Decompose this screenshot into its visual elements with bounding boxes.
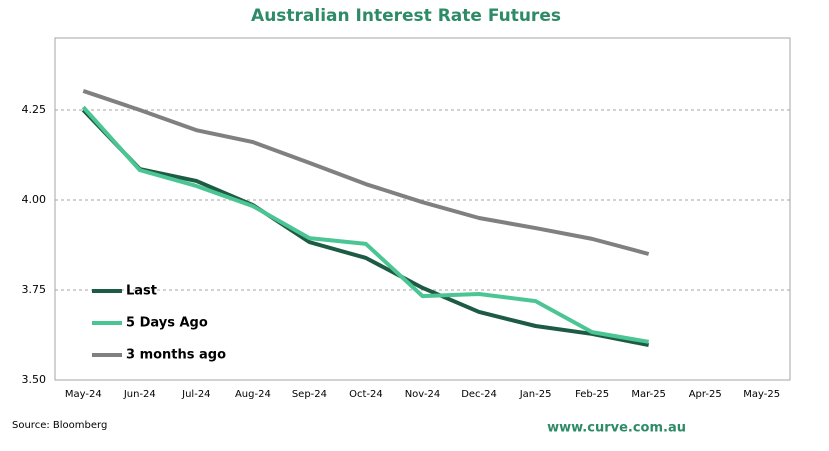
x-tick-label: Mar-25 [631, 389, 666, 400]
legend-label: 5 Days Ago [126, 316, 208, 331]
x-tick-label: Aug-24 [235, 389, 271, 400]
legend-label: Last [126, 284, 157, 299]
x-tick-label: Oct-24 [349, 389, 383, 400]
series-line [81, 108, 650, 348]
x-tick-label: Apr-25 [689, 389, 722, 400]
x-tick-label: Nov-24 [405, 389, 441, 400]
plot-area [54, 37, 791, 381]
x-tick-label: May-24 [65, 389, 102, 400]
series-line [82, 89, 650, 256]
legend-label: 3 months ago [126, 348, 226, 363]
chart-title: Australian Interest Rate Futures [251, 6, 561, 26]
y-tick-label: 3.50 [22, 373, 47, 386]
x-tick-label: Jul-24 [181, 389, 210, 400]
x-tick-label: Sep-24 [292, 389, 327, 400]
x-tick-label: May-25 [743, 389, 780, 400]
x-tick-label: Feb-25 [575, 389, 609, 400]
website: www.curve.com.au [547, 421, 686, 436]
x-tick-label: Dec-24 [461, 389, 497, 400]
y-tick-label: 3.75 [22, 283, 47, 296]
x-tick-label: Jan-25 [519, 389, 552, 400]
y-tick-label: 4.00 [22, 193, 47, 206]
series-line [81, 105, 649, 344]
source: Source: Bloomberg [12, 420, 107, 431]
x-tick-label: Jun-24 [123, 389, 156, 400]
y-tick-label: 4.25 [22, 103, 47, 116]
